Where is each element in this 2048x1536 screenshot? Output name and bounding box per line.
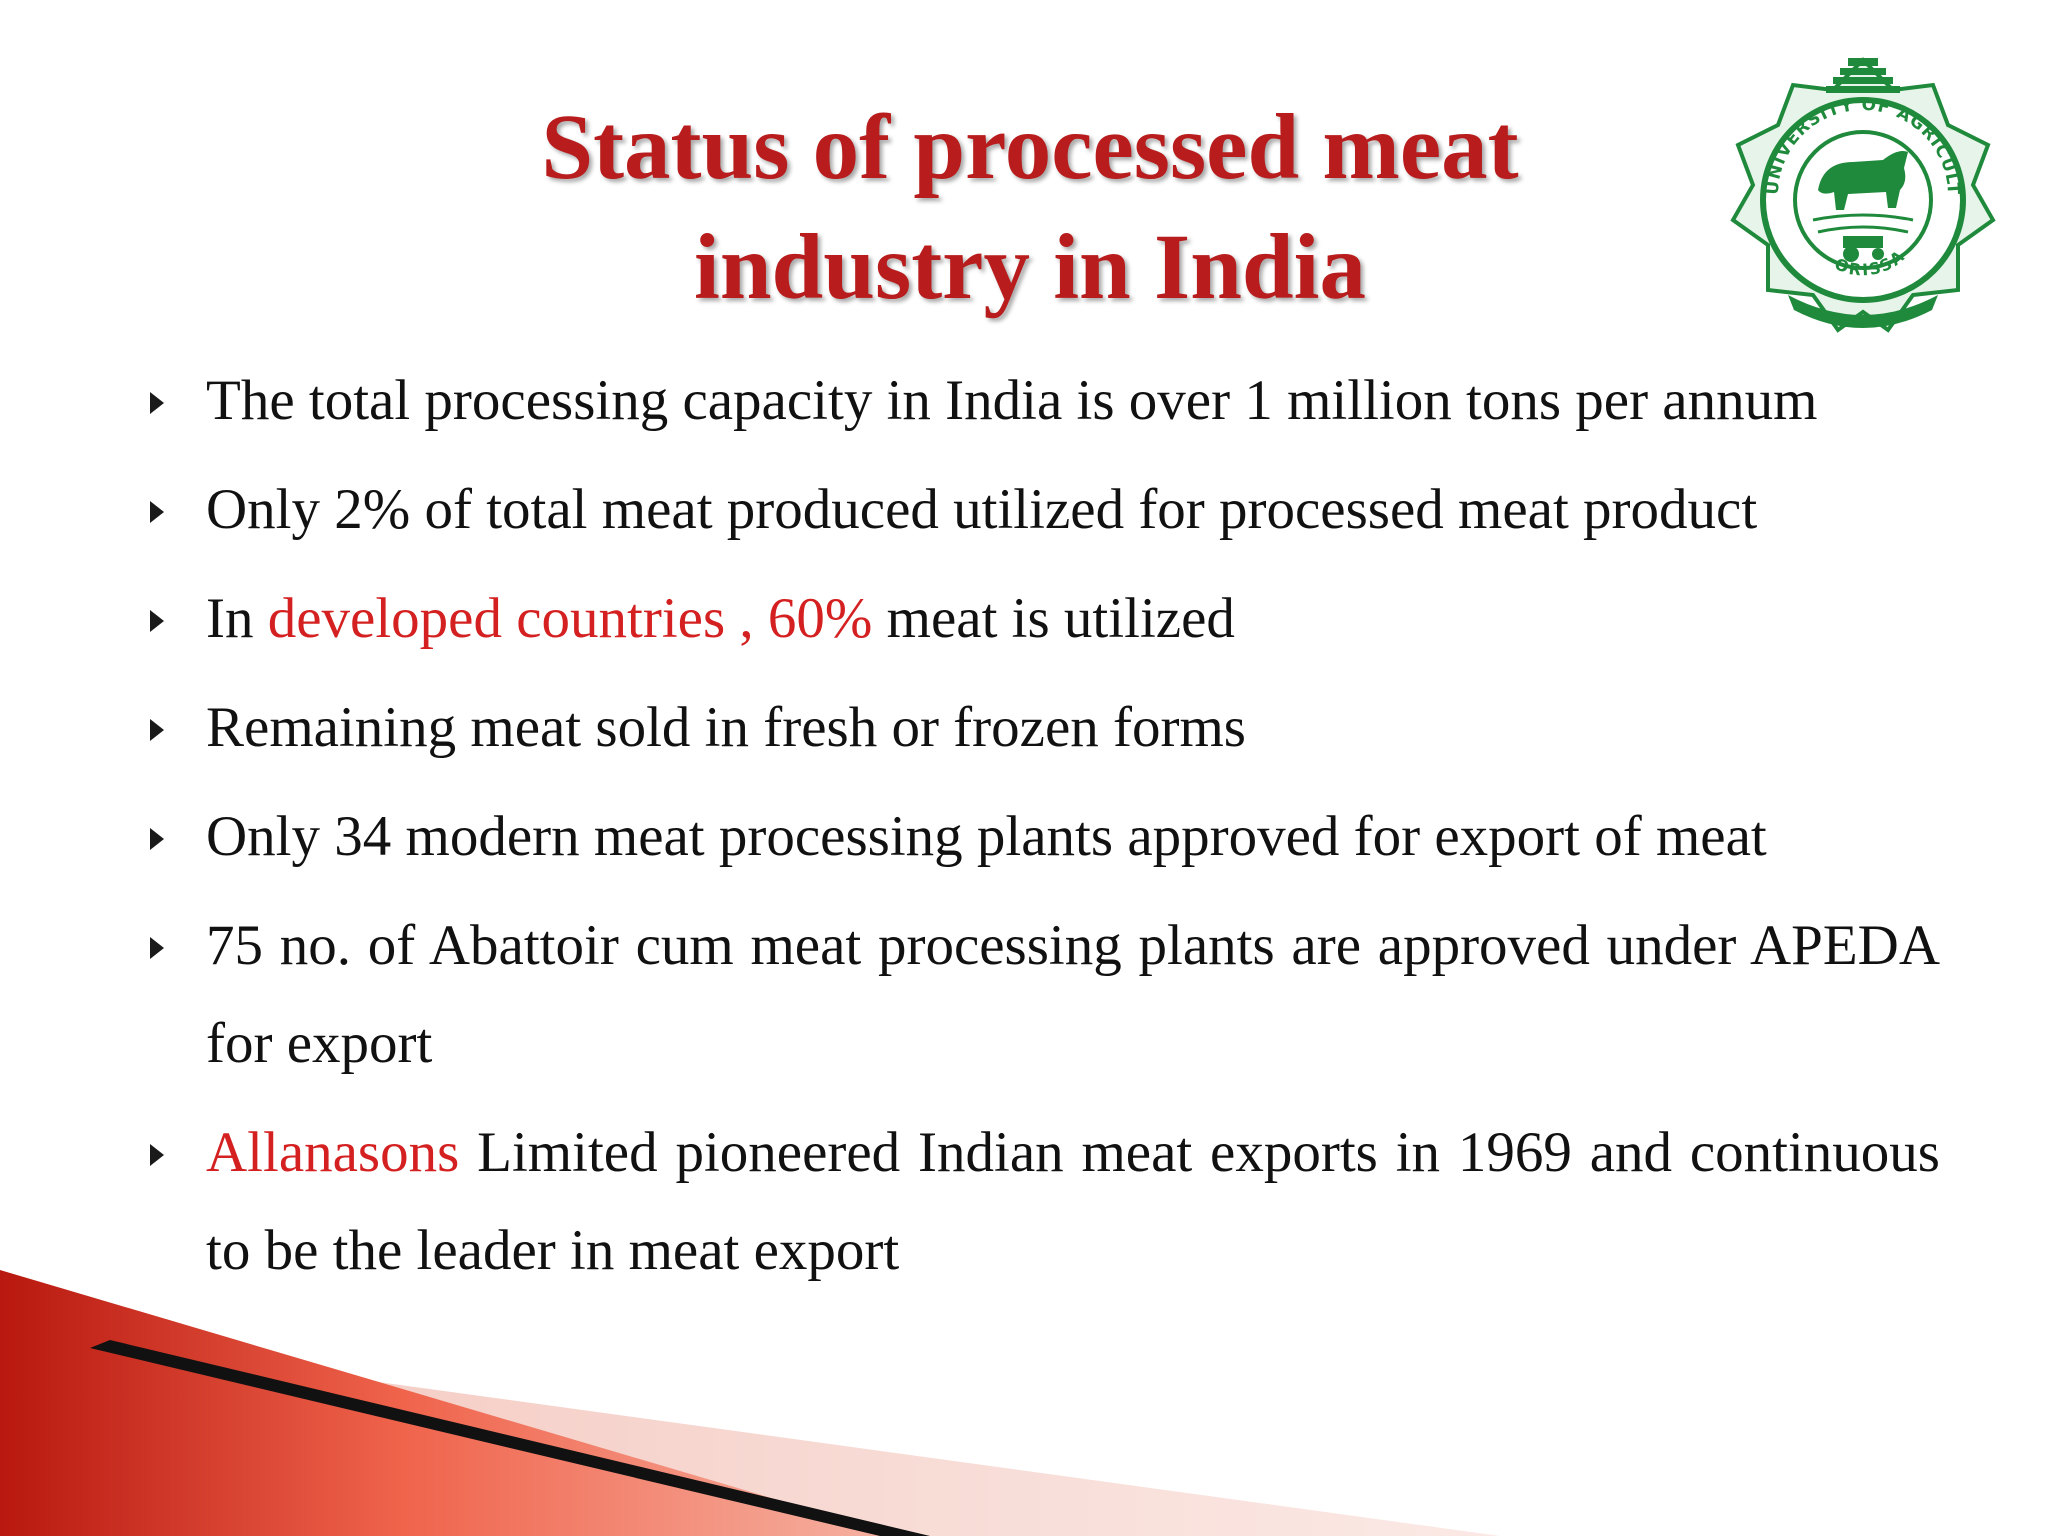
list-item: Remaining meat sold in fresh or frozen f… [140, 679, 1940, 777]
bullet-text: Remaining meat sold in fresh or frozen f… [206, 696, 1246, 759]
list-item: The total processing capacity in India i… [140, 352, 1940, 450]
bullet-highlight: developed countries , 60% [267, 587, 873, 650]
list-item: Only 34 modern meat processing plants ap… [140, 788, 1940, 886]
bullet-list: The total processing capacity in India i… [140, 352, 1940, 1311]
list-item: Allanasons Limited pioneered Indian meat… [140, 1104, 1940, 1300]
bullet-text-suffix: meat is utilized [872, 587, 1235, 650]
bullet-text-suffix: Limited pioneered Indian meat exports in… [206, 1121, 1940, 1282]
slide-title: Status of processed meat industry in Ind… [330, 88, 1730, 328]
bullet-arrow-icon [150, 610, 164, 632]
list-item: 75 no. of Abattoir cum meat processing p… [140, 897, 1940, 1093]
bullet-text: 75 no. of Abattoir cum meat processing p… [206, 914, 1940, 1075]
bullet-text-prefix: In [206, 587, 268, 650]
list-item: In developed countries , 60% meat is uti… [140, 570, 1940, 668]
list-item: Only 2% of total meat produced utilized … [140, 461, 1940, 559]
university-seal-icon: UNIVERSITY OF AGRICULTURE & TECHNOLOGY O… [1718, 50, 1996, 333]
bullet-arrow-icon [150, 501, 164, 523]
corner-decoration [0, 1270, 1500, 1536]
slide-title-line-2: industry in India [694, 216, 1366, 319]
bullet-highlight: Allanasons [206, 1121, 460, 1184]
bullet-text: The total processing capacity in India i… [206, 369, 1818, 432]
bullet-arrow-icon [150, 1144, 164, 1166]
bullet-text: Only 2% of total meat produced utilized … [206, 478, 1758, 541]
bullet-arrow-icon [150, 937, 164, 959]
bullet-arrow-icon [150, 392, 164, 414]
slide-title-line-1: Status of processed meat [541, 96, 1519, 199]
bullet-text: Only 34 modern meat processing plants ap… [206, 805, 1767, 868]
bullet-arrow-icon [150, 719, 164, 741]
bullet-arrow-icon [150, 828, 164, 850]
